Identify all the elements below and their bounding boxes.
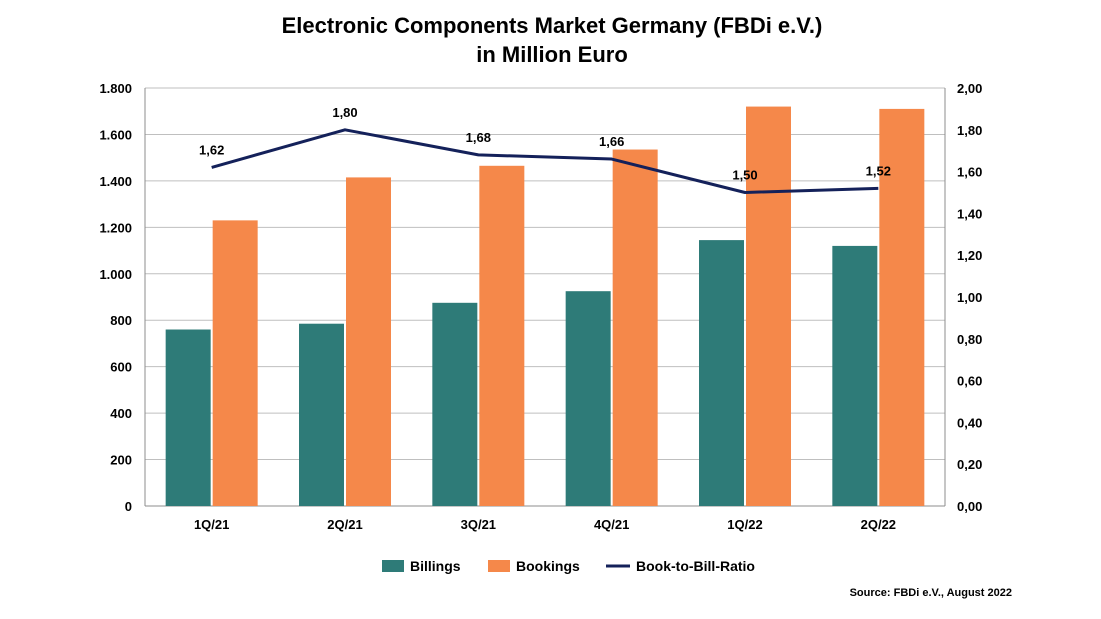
bars <box>165 106 925 507</box>
left-tick-label: 1.400 <box>99 174 132 189</box>
left-tick-label: 1.800 <box>99 81 132 96</box>
right-tick-label: 0,80 <box>957 332 982 347</box>
bar-bookings <box>746 106 791 507</box>
gridlines <box>145 87 945 461</box>
right-tick-label: 1,40 <box>957 206 982 221</box>
bar-bookings <box>879 108 925 507</box>
ratio-data-label: 1,68 <box>466 130 491 145</box>
ratio-data-label: 1,80 <box>332 105 357 120</box>
left-tick-label: 0 <box>125 499 132 514</box>
right-tick-label: 1,80 <box>957 123 982 138</box>
bar-billings <box>832 245 878 506</box>
bar-billings <box>165 329 211 506</box>
axes <box>144 88 946 507</box>
left-tick-label: 400 <box>110 406 132 421</box>
right-tick-label: 1,60 <box>957 165 982 180</box>
right-tick-label: 0,60 <box>957 374 982 389</box>
category-label: 2Q/21 <box>327 517 362 532</box>
bar-billings <box>432 302 478 506</box>
bar-billings <box>299 323 344 506</box>
left-tick-label: 600 <box>110 360 132 375</box>
bar-bookings <box>612 149 658 507</box>
legend-bookings-swatch <box>488 560 510 572</box>
category-label: 2Q/22 <box>861 517 896 532</box>
right-axis-ticks: 0,00 0,20 0,40 0,60 0,80 1,00 1,20 1,40 1,60 1,80… <box>957 81 982 514</box>
right-tick-label: 0,40 <box>957 415 982 430</box>
legend-billings-swatch <box>382 560 404 572</box>
legend-billings-label: Billings <box>410 558 461 574</box>
ratio-data-label: 1,62 <box>199 142 224 157</box>
category-label: 4Q/21 <box>594 517 629 532</box>
left-tick-label: 200 <box>110 453 132 468</box>
right-tick-label: 1,20 <box>957 248 982 263</box>
bar-billings <box>699 240 744 506</box>
right-tick-label: 0,00 <box>957 499 982 514</box>
chart-title: Electronic Components Market Germany (FB… <box>282 13 823 38</box>
ratio-line-group <box>211 128 879 194</box>
right-tick-label: 2,00 <box>957 81 982 96</box>
category-label: 3Q/21 <box>461 517 496 532</box>
ratio-line <box>211 128 879 194</box>
category-labels: 1Q/21 2Q/21 3Q/21 4Q/21 1Q/22 2Q/22 <box>194 517 896 532</box>
left-tick-label: 1.200 <box>99 220 132 235</box>
bar-bookings <box>479 165 525 507</box>
bar-bookings <box>212 220 258 506</box>
legend-ratio-label: Book-to-Bill-Ratio <box>636 558 755 574</box>
ratio-data-label: 1,66 <box>599 134 624 149</box>
legend-bookings-label: Bookings <box>516 558 580 574</box>
ratio-data-label: 1,52 <box>866 163 891 178</box>
left-tick-label: 1.000 <box>99 267 132 282</box>
category-label: 1Q/21 <box>194 517 229 532</box>
left-axis-ticks: 0 200 400 600 800 1.000 1.200 1.400 1.600 1.800 <box>99 81 132 514</box>
bar-billings <box>565 291 611 506</box>
legend: Billings Bookings Book-to-Bill-Ratio <box>382 558 755 574</box>
ratio-data-labels: 1,62 1,80 1,68 1,66 1,50 1,52 <box>199 105 891 183</box>
chart-subtitle: in Million Euro <box>476 42 628 67</box>
source-note: Source: FBDi e.V., August 2022 <box>850 587 1012 599</box>
category-label: 1Q/22 <box>727 517 762 532</box>
ratio-data-label: 1,50 <box>732 168 757 183</box>
right-tick-label: 1,00 <box>957 290 982 305</box>
left-tick-label: 1.600 <box>99 127 132 142</box>
bar-bookings <box>346 177 391 506</box>
right-tick-label: 0,20 <box>957 457 982 472</box>
left-tick-label: 800 <box>110 313 132 328</box>
